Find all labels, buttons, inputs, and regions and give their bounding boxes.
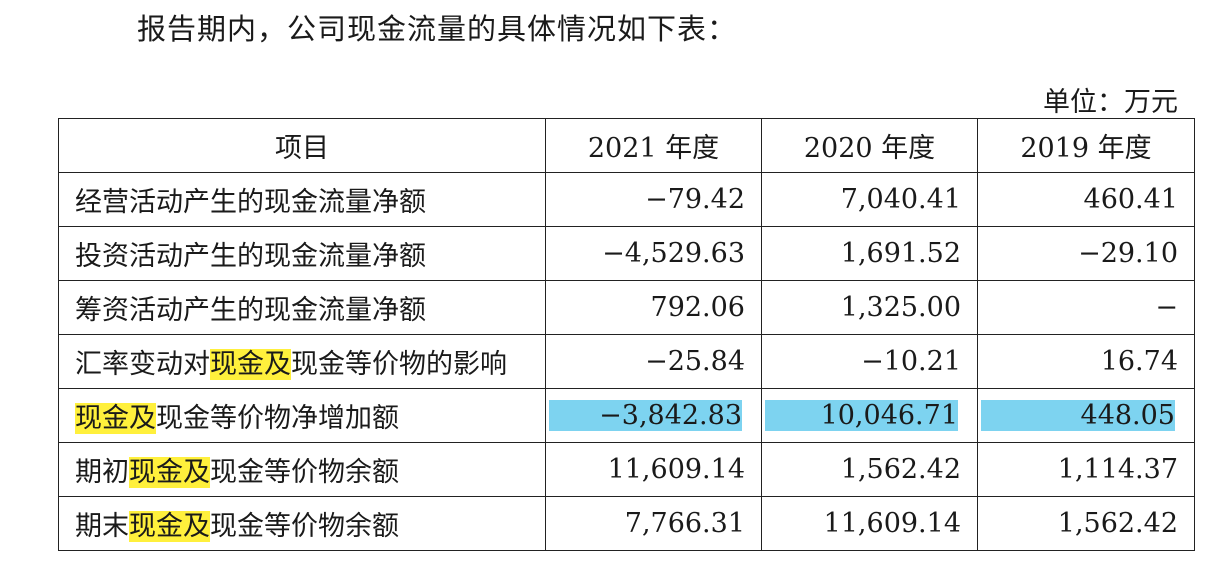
value-2020: 7,040.41 (761, 172, 978, 227)
table-row-fx-effect: 汇率变动对现金及现金等价物的影响 −25.84 −10.21 16.74 (58, 334, 1195, 389)
value-2020: 10,046.71 (765, 400, 958, 431)
row-label-suffix: 现金等价物余额 (210, 511, 399, 542)
value-2019: −29.10 (977, 226, 1195, 281)
row-label: 期末现金及现金等价物余额 (58, 496, 546, 551)
table-row-operating: 经营活动产生的现金流量净额 −79.42 7,040.41 460.41 (58, 172, 1195, 227)
row-label-prefix: 期末 (75, 511, 129, 542)
value-2019: 1,562.42 (977, 496, 1195, 551)
value-2021: 11,609.14 (545, 442, 762, 497)
row-label-prefix: 期初 (75, 457, 129, 488)
value-2021: 792.06 (545, 280, 762, 335)
row-label-prefix: 汇率变动对 (75, 349, 210, 380)
header-item: 项目 (58, 118, 546, 173)
value-2019: 16.74 (977, 334, 1195, 389)
value-2020: 11,609.14 (761, 496, 978, 551)
cash-flow-table: 项目 2021 年度 2020 年度 2019 年度 经营活动产生的现金流量净额… (58, 118, 1195, 551)
highlighted-term: 现金及 (210, 349, 291, 380)
highlighted-term: 现金及 (75, 403, 156, 434)
row-label: 期初现金及现金等价物余额 (58, 442, 546, 497)
highlighted-term: 现金及 (129, 457, 210, 488)
table-row-opening-balance: 期初现金及现金等价物余额 11,609.14 1,562.42 1,114.37 (58, 442, 1195, 497)
row-label-suffix: 现金等价物余额 (210, 457, 399, 488)
row-label: 筹资活动产生的现金流量净额 (58, 280, 546, 335)
row-label-text: 筹资活动产生的现金流量净额 (75, 295, 426, 326)
table-row-investing: 投资活动产生的现金流量净额 −4,529.63 1,691.52 −29.10 (58, 226, 1195, 281)
value-2021: −25.84 (545, 334, 762, 389)
value-2019: 1,114.37 (977, 442, 1195, 497)
table-header-row: 项目 2021 年度 2020 年度 2019 年度 (58, 118, 1195, 173)
value-2021: −4,529.63 (545, 226, 762, 281)
row-label: 投资活动产生的现金流量净额 (58, 226, 546, 281)
row-label: 汇率变动对现金及现金等价物的影响 (58, 334, 546, 389)
value-2019-cell: 448.05 (977, 388, 1195, 443)
value-2020: 1,691.52 (761, 226, 978, 281)
header-2021: 2021 年度 (545, 118, 762, 173)
row-label-text: 经营活动产生的现金流量净额 (75, 187, 426, 218)
header-2020: 2020 年度 (761, 118, 978, 173)
value-2019: − (977, 280, 1195, 335)
table-row-closing-balance: 期末现金及现金等价物余额 7,766.31 11,609.14 1,562.42 (58, 496, 1195, 551)
row-label-text: 投资活动产生的现金流量净额 (75, 241, 426, 272)
row-label: 经营活动产生的现金流量净额 (58, 172, 546, 227)
value-2021: −79.42 (545, 172, 762, 227)
intro-text: 报告期内，公司现金流量的具体情况如下表： (137, 12, 738, 46)
unit-label: 单位：万元 (1043, 87, 1178, 118)
highlighted-term: 现金及 (129, 511, 210, 542)
header-2019: 2019 年度 (977, 118, 1195, 173)
row-label-suffix: 现金等价物净增加额 (156, 403, 399, 434)
value-2020-cell: 10,046.71 (761, 388, 978, 443)
value-2019: 460.41 (977, 172, 1195, 227)
value-2019: 448.05 (981, 400, 1175, 431)
value-2021: 7,766.31 (545, 496, 762, 551)
value-2020: 1,325.00 (761, 280, 978, 335)
row-label-suffix: 现金等价物的影响 (291, 349, 507, 380)
value-2021-cell: −3,842.83 (545, 388, 762, 443)
row-label: 现金及现金等价物净增加额 (58, 388, 546, 443)
value-2020: −10.21 (761, 334, 978, 389)
table-row-net-increase: 现金及现金等价物净增加额 −3,842.83 10,046.71 448.05 (58, 388, 1195, 443)
table-row-financing: 筹资活动产生的现金流量净额 792.06 1,325.00 − (58, 280, 1195, 335)
value-2020: 1,562.42 (761, 442, 978, 497)
value-2021: −3,842.83 (549, 400, 742, 431)
